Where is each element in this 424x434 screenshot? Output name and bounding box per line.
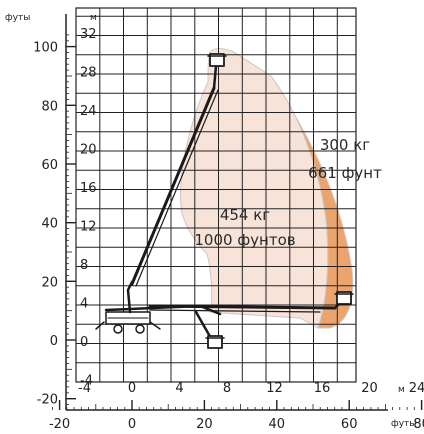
basket-low — [207, 335, 223, 349]
boom-horizontal-a — [148, 304, 337, 310]
meter-y-tick-label: 16 — [80, 181, 97, 196]
feet-y-tick-label: 80 — [41, 99, 58, 114]
grid-border — [75, 7, 357, 383]
inner-zone-load-lb: 1000 фунтов — [194, 231, 295, 249]
feet-unit-label-left: футы — [5, 13, 30, 23]
feet-y-tick-label: -20 — [37, 393, 58, 408]
wheel-rear — [135, 324, 145, 334]
basket-right — [336, 291, 352, 305]
meter-y-tick-label: 28 — [80, 66, 97, 81]
meter-y-tick-label: -4 — [80, 374, 93, 389]
boom-horizontal-b — [149, 309, 321, 313]
feet-y-tick-label: 0 — [50, 334, 58, 349]
meter-y-tick-label: 0 — [80, 335, 88, 350]
meter-y-tick-label: 4 — [80, 297, 88, 312]
meter-x-tick-label: -4 — [78, 381, 91, 396]
meter-y-tick-label: 24 — [80, 104, 97, 119]
feet-x-tick-label: 20 — [196, 417, 213, 432]
feet-x-tick-label: -20 — [49, 417, 70, 432]
meter-y-tick-label: 12 — [80, 220, 97, 235]
meter-x-tick-label: 24 — [409, 381, 424, 396]
outrigger-right — [149, 321, 161, 330]
feet-x-tick-label: 80 — [413, 417, 424, 432]
feet-x-tick-label: 60 — [341, 417, 358, 432]
lower-boom-raised — [126, 280, 134, 314]
outrigger-left — [95, 321, 105, 330]
inner-zone-load-kg: 454 кг — [220, 206, 270, 224]
outer-zone-load-kg: 300 кг — [320, 136, 370, 154]
outer-zone-load-lb: 661 фунт — [308, 164, 382, 182]
meter-x-tick-label: 16 — [314, 381, 331, 396]
meter-y-tick-label: 32 — [80, 27, 97, 42]
main-boom-raised-b — [135, 89, 219, 287]
meter-y-tick-label: 20 — [80, 143, 97, 158]
meter-y-tick-label: 8 — [80, 258, 88, 273]
feet-y-tick-label: 40 — [41, 217, 58, 232]
grid — [75, 7, 357, 383]
meter-x-tick-label: 8 — [223, 381, 231, 396]
meter-x-tick-label: 4 — [175, 381, 183, 396]
feet-unit-label-bottom: футы — [391, 419, 416, 429]
main-boom-raised-a — [130, 86, 216, 286]
meter-unit-label-right: м — [398, 385, 405, 395]
feet-y-tick-label: 20 — [41, 275, 58, 290]
wheel-front — [113, 324, 123, 334]
meter-x-tick-label: 0 — [128, 381, 136, 396]
meter-unit-label-top: м — [90, 13, 97, 23]
feet-x-tick-label: 40 — [269, 417, 286, 432]
jib-raised — [212, 64, 218, 90]
boom-lift-machine — [95, 53, 354, 349]
feet-x-tick-label: 0 — [128, 417, 136, 432]
meter-x-tick-label: 12 — [266, 381, 283, 396]
basket-top — [209, 53, 225, 67]
meter-x-tick-label: 20 — [361, 381, 378, 396]
feet-y-tick-label: 100 — [33, 41, 58, 56]
feet-y-tick-label: 60 — [41, 158, 58, 173]
